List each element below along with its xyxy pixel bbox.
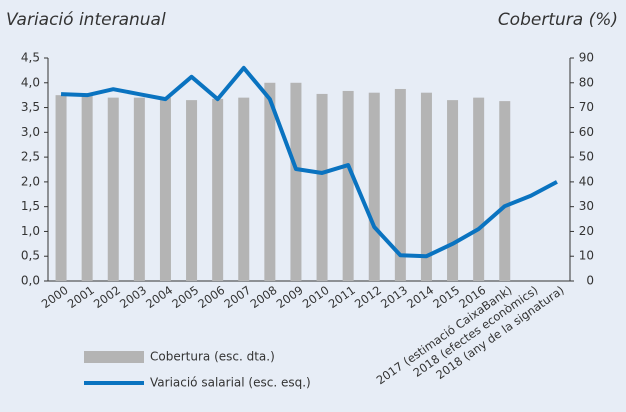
y-tick-label: 4,0 <box>21 75 40 89</box>
bar <box>499 101 511 281</box>
x-tick-label: 2012 <box>352 283 384 311</box>
y-tick-label: 0,0 <box>21 274 40 288</box>
x-tick-label: 2008 <box>248 283 280 311</box>
bar <box>473 97 485 282</box>
bar <box>290 82 302 282</box>
y-tick-label: 3,0 <box>21 125 40 139</box>
x-tick-label: 2014 <box>404 283 436 311</box>
x-tick-label: 2015 <box>430 283 462 311</box>
y-tick-label: 4,5 <box>21 51 40 65</box>
bar <box>159 97 171 282</box>
y-tick-label: 2,0 <box>21 174 40 188</box>
y2-tick-label: 10 <box>579 249 594 263</box>
y-tick-label: 2,5 <box>21 150 40 164</box>
bar <box>212 98 224 281</box>
x-tick-label: 2005 <box>169 283 201 311</box>
bar <box>81 95 93 282</box>
bar <box>342 90 354 282</box>
x-tick-label: 2007 <box>221 283 253 311</box>
bar <box>55 95 67 282</box>
y-tick-label: 1,5 <box>21 199 40 213</box>
y-tick-label: 1,0 <box>21 224 40 238</box>
x-tick-label: 2013 <box>378 283 410 311</box>
bar <box>186 100 198 281</box>
x-tick-label: 2003 <box>117 283 149 311</box>
x-tick-label: 2000 <box>39 283 71 311</box>
bar <box>264 82 276 282</box>
line <box>60 65 558 259</box>
bar <box>316 93 328 281</box>
chart-title: Variació interanual <box>6 10 166 30</box>
bar <box>238 97 250 282</box>
y2-tick-label: 0 <box>586 274 594 288</box>
y2-tick-label: 60 <box>579 125 594 139</box>
y2-tick-label: 70 <box>579 100 594 114</box>
y2-title: Cobertura (%) <box>498 10 618 30</box>
x-tick-label: 2009 <box>274 283 306 311</box>
legend-swatch <box>84 351 144 363</box>
bar <box>368 92 380 281</box>
x-tick-label: 2004 <box>143 283 175 311</box>
legend-label: Variació salarial (esc. esq.) <box>150 376 311 390</box>
x-tick-label: 2001 <box>65 283 97 311</box>
x-tick-label: 2002 <box>91 283 123 311</box>
bar <box>133 97 145 282</box>
bar <box>420 92 432 281</box>
bar <box>447 100 459 281</box>
y-tick-label: 3,5 <box>21 100 40 114</box>
legend-label: Cobertura (esc. dta.) <box>150 350 275 364</box>
x-tick-label: 2011 <box>326 283 358 311</box>
y2-tick-label: 20 <box>579 224 594 238</box>
y2-tick-label: 90 <box>579 51 594 65</box>
y2-tick-label: 40 <box>579 174 594 188</box>
y2-tick-label: 30 <box>579 199 594 213</box>
y2-tick-label: 80 <box>579 75 594 89</box>
y2-tick-label: 50 <box>579 150 594 164</box>
x-tick-label: 2010 <box>300 283 332 311</box>
bar <box>107 97 119 282</box>
bar <box>394 88 406 281</box>
x-tick-label: 2006 <box>195 283 227 311</box>
y-tick-label: 0,5 <box>21 249 40 263</box>
